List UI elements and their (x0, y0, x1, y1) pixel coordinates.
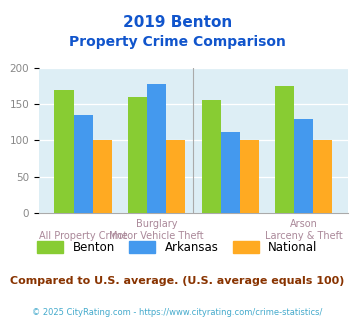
Text: Larceny & Theft: Larceny & Theft (265, 231, 343, 241)
Bar (128, 97, 147, 213)
Text: Motor Vehicle Theft: Motor Vehicle Theft (109, 231, 204, 241)
Bar (275, 86, 294, 213)
Bar (240, 140, 259, 213)
Text: 2019 Benton: 2019 Benton (123, 15, 232, 30)
Text: Compared to U.S. average. (U.S. average equals 100): Compared to U.S. average. (U.S. average … (10, 276, 345, 285)
Text: Burglary: Burglary (136, 219, 178, 229)
Legend: Benton, Arkansas, National: Benton, Arkansas, National (38, 241, 317, 254)
Bar (93, 140, 112, 213)
Bar (55, 90, 73, 213)
Text: Arson: Arson (290, 219, 318, 229)
Bar (73, 115, 93, 213)
Bar (147, 84, 166, 213)
Text: Property Crime Comparison: Property Crime Comparison (69, 35, 286, 49)
Bar (294, 119, 313, 213)
Bar (221, 132, 240, 213)
Text: © 2025 CityRating.com - https://www.cityrating.com/crime-statistics/: © 2025 CityRating.com - https://www.city… (32, 308, 323, 316)
Text: All Property Crime: All Property Crime (39, 231, 127, 241)
Bar (166, 140, 185, 213)
Bar (202, 100, 221, 213)
Bar (313, 140, 332, 213)
